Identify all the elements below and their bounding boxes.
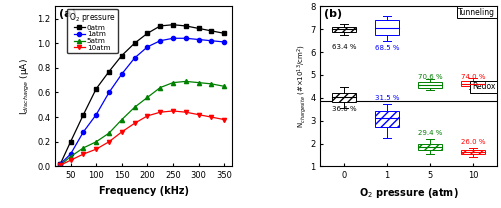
1atm — [144, 46, 150, 48]
5atm — [195, 81, 201, 84]
0atm — [157, 25, 163, 27]
Text: (b): (b) — [323, 9, 341, 19]
5atm — [182, 80, 188, 83]
0atm — [68, 141, 74, 143]
5atm — [57, 164, 63, 166]
Bar — [332, 93, 355, 102]
5atm — [68, 155, 74, 158]
1atm — [119, 73, 125, 75]
Text: Tunneling: Tunneling — [457, 8, 494, 17]
5atm — [221, 85, 227, 88]
10atm — [208, 116, 214, 118]
X-axis label: O$_2$ pressure (atm): O$_2$ pressure (atm) — [358, 186, 457, 200]
5atm — [170, 81, 176, 84]
1atm — [157, 40, 163, 42]
1atm — [80, 131, 86, 133]
0atm — [93, 88, 99, 90]
1atm — [106, 91, 112, 94]
5atm — [106, 132, 112, 134]
Bar — [417, 82, 441, 88]
Text: 70.6 %: 70.6 % — [417, 74, 441, 80]
10atm — [93, 148, 99, 150]
10atm — [144, 115, 150, 117]
10atm — [182, 111, 188, 113]
Y-axis label: I$_{discharge}$ (μA): I$_{discharge}$ (μA) — [19, 58, 32, 115]
10atm — [57, 164, 63, 166]
1atm — [93, 113, 99, 116]
1atm — [221, 41, 227, 43]
Legend: 0atm, 1atm, 5atm, 10atm: 0atm, 1atm, 5atm, 10atm — [67, 9, 118, 53]
Bar — [374, 111, 398, 127]
Line: 1atm: 1atm — [58, 36, 226, 166]
1atm — [182, 37, 188, 40]
Text: (a): (a) — [59, 9, 76, 19]
0atm — [80, 113, 86, 116]
1atm — [68, 153, 74, 155]
0atm — [131, 42, 137, 45]
10atm — [119, 131, 125, 133]
Text: Redox: Redox — [471, 82, 494, 91]
0atm — [221, 32, 227, 35]
Bar — [332, 27, 355, 32]
Text: 68.5 %: 68.5 % — [374, 45, 398, 51]
Y-axis label: N$_{charge site}$ (#×10$^{13}$/cm$^2$): N$_{charge site}$ (#×10$^{13}$/cm$^2$) — [295, 44, 308, 128]
10atm — [170, 110, 176, 112]
5atm — [80, 147, 86, 149]
Bar — [417, 144, 441, 150]
X-axis label: Frequency (kHz): Frequency (kHz) — [98, 186, 188, 196]
10atm — [221, 118, 227, 121]
0atm — [119, 54, 125, 57]
Bar — [460, 150, 484, 154]
5atm — [93, 141, 99, 143]
5atm — [157, 86, 163, 89]
10atm — [157, 111, 163, 113]
1atm — [131, 57, 137, 59]
10atm — [131, 122, 137, 125]
0atm — [57, 163, 63, 165]
0atm — [170, 24, 176, 26]
Line: 10atm: 10atm — [58, 109, 226, 167]
5atm — [144, 96, 150, 99]
0atm — [182, 25, 188, 27]
5atm — [131, 106, 137, 109]
1atm — [170, 37, 176, 40]
Text: 31.5 %: 31.5 % — [374, 94, 398, 100]
5atm — [208, 83, 214, 85]
Text: 29.4 %: 29.4 % — [417, 130, 441, 136]
Text: 74.0 %: 74.0 % — [460, 74, 484, 80]
5atm — [119, 118, 125, 121]
Line: 0atm: 0atm — [58, 23, 226, 166]
0atm — [208, 30, 214, 32]
10atm — [68, 159, 74, 161]
Line: 5atm: 5atm — [58, 79, 226, 167]
Bar — [460, 80, 484, 86]
1atm — [208, 40, 214, 42]
10atm — [80, 153, 86, 155]
10atm — [195, 113, 201, 116]
0atm — [195, 27, 201, 30]
10atm — [106, 141, 112, 143]
1atm — [195, 38, 201, 41]
Text: 63.4 %: 63.4 % — [331, 44, 356, 50]
1atm — [57, 163, 63, 165]
Text: 36.6 %: 36.6 % — [331, 106, 356, 112]
0atm — [144, 32, 150, 35]
Bar — [374, 20, 398, 35]
Text: 26.0 %: 26.0 % — [460, 139, 484, 145]
0atm — [106, 70, 112, 73]
